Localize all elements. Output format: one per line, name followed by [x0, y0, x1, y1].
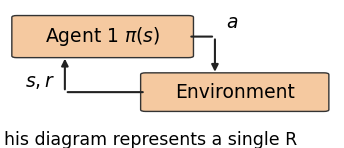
Text: his diagram represents a single R: his diagram represents a single R — [3, 131, 297, 148]
Text: $s,r$: $s,r$ — [25, 72, 55, 91]
Text: $a$: $a$ — [226, 13, 239, 32]
Text: Agent 1 $\pi(s)$: Agent 1 $\pi(s)$ — [45, 25, 160, 48]
Text: Environment: Environment — [175, 83, 295, 102]
FancyBboxPatch shape — [141, 73, 329, 111]
FancyBboxPatch shape — [12, 16, 193, 58]
